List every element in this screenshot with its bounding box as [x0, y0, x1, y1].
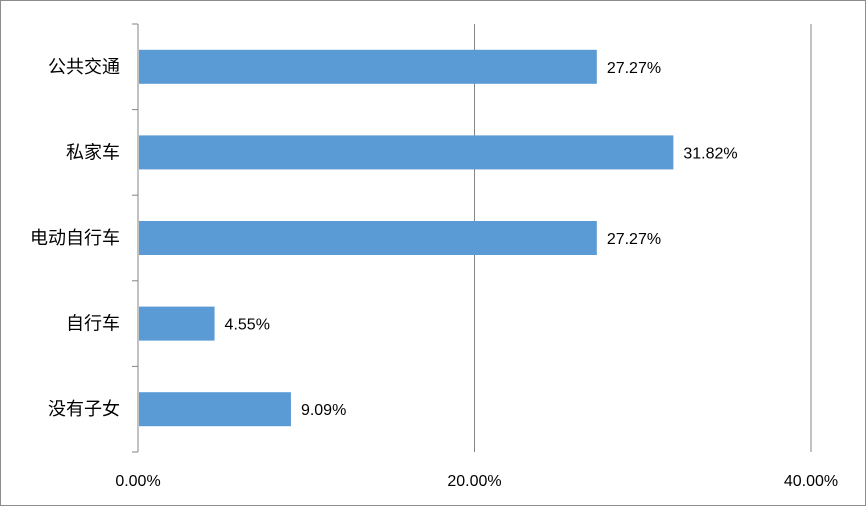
data-label-0: 27.27% — [607, 60, 661, 77]
bar-0 — [139, 49, 597, 84]
bar-4 — [139, 392, 291, 427]
axes — [132, 23, 139, 453]
bars — [139, 49, 674, 427]
category-label-1: 私家车 — [66, 142, 120, 163]
data-label-2: 27.27% — [607, 231, 661, 248]
bar-3 — [139, 306, 215, 341]
category-label-0: 公共交通 — [48, 57, 120, 78]
data-label-1: 31.82% — [683, 145, 737, 162]
data-label-3: 4.55% — [225, 317, 270, 334]
data-label-4: 9.09% — [301, 402, 346, 419]
category-label-4: 没有子女 — [48, 399, 120, 420]
x-tick-label-1: 20.00% — [447, 473, 501, 490]
labels: 0.00% 20.00% 40.00% 公共交通 27.27% 私家车 31.82% 电动自行… — [30, 57, 838, 490]
bar-2 — [139, 221, 597, 255]
category-label-3: 自行车 — [66, 314, 120, 335]
x-tick-label-2: 40.00% — [784, 473, 838, 490]
x-tick-label-0: 0.00% — [115, 473, 160, 490]
category-label-2: 电动自行车 — [30, 228, 120, 249]
bar-1 — [139, 135, 674, 170]
